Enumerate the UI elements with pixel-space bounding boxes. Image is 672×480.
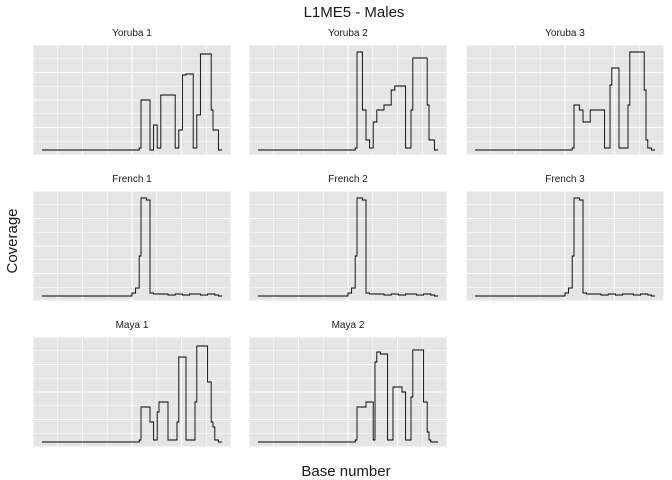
panel-maya-2: Maya 2 [248,320,448,448]
y-axis-label: Coverage [4,208,21,273]
coverage-line-yoruba-1 [42,53,222,151]
coverage-line-yoruba-3 [475,51,655,151]
facet-label: French 2 [328,174,368,185]
coverage-line-maya-1 [42,345,222,443]
coverage-line-french-3 [475,197,655,297]
facet-label: Maya 2 [332,320,365,331]
x-axis-label: Base number [301,463,390,480]
panel-yoruba-2: Yoruba 2 [248,28,448,156]
panel-french-2: French 2 [248,174,448,302]
facet-label: French 3 [545,174,585,185]
chart-title: L1ME5 - Males [304,4,405,21]
coverage-line-french-2 [258,197,438,297]
facet-label: Yoruba 2 [328,28,368,39]
facet-panels: Yoruba 1 Yoruba 2 Yoruba 3 French 1 French 2… [32,28,665,448]
facet-label: French 1 [112,174,152,185]
coverage-line-french-1 [42,197,222,297]
panel-french-3: French 3 [465,174,665,302]
panel-yoruba-3: Yoruba 3 [465,28,665,156]
panel-yoruba-1: Yoruba 1 [32,28,232,156]
panel-maya-1: Maya 1 [32,320,232,448]
facet-label: Yoruba 1 [112,28,152,39]
panel-french-1: French 1 [32,174,232,302]
coverage-line-maya-2 [258,349,438,443]
facet-label: Yoruba 3 [545,28,585,39]
facet-label: Maya 1 [116,320,149,331]
coverage-line-yoruba-2 [258,51,438,151]
